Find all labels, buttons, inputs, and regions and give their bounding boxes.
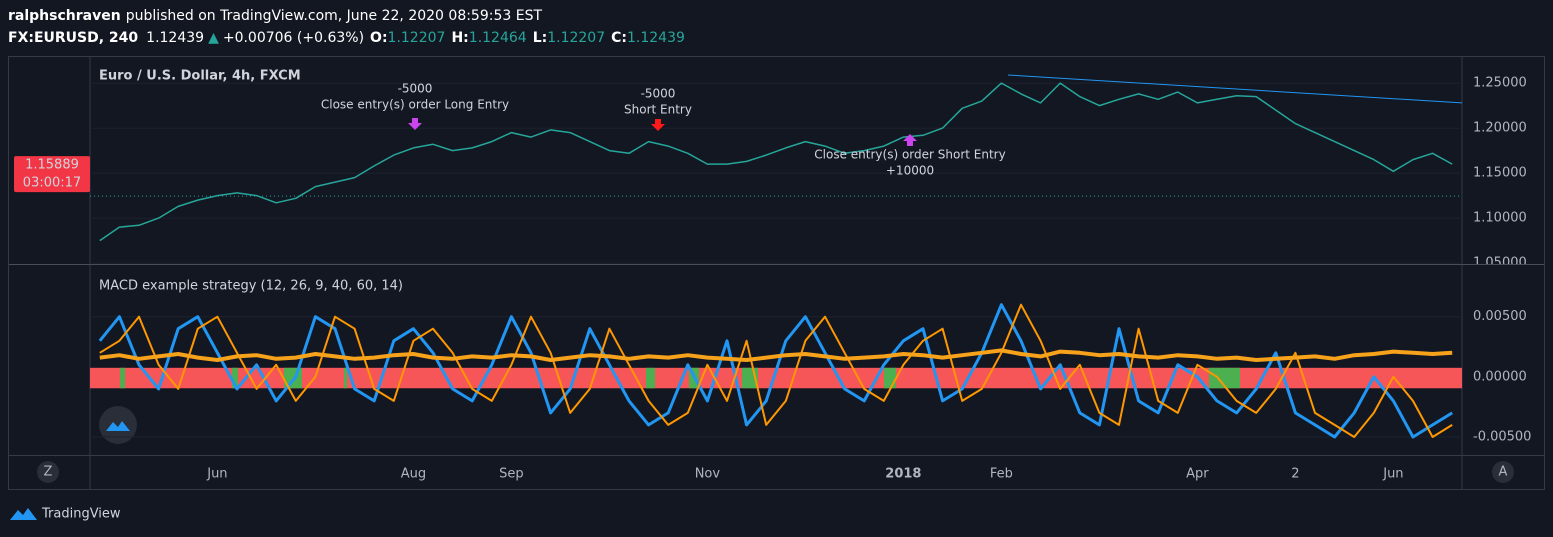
button-label[interactable]: Z [44,465,53,480]
last: 1.12439 [146,30,204,46]
countdown: 03:00:17 [23,176,81,191]
y-tick-label: 1.25000 [1473,76,1527,91]
y-tick-label: 1.15000 [1473,166,1527,181]
low: 1.12207 [547,30,605,46]
pane-title: MACD example strategy (12, 26, 9, 40, 60… [99,279,403,294]
x-tick-label: Aug [401,467,426,482]
button[interactable] [1492,461,1514,483]
change: +0.00706 (+0.63%) [223,30,364,46]
x-tick-label: Feb [990,467,1013,482]
x-tick-label: Nov [695,467,721,482]
annotation-arrow [651,119,665,131]
footer-logo [10,508,37,520]
series-line [99,82,1453,242]
logo-badge[interactable] [99,406,137,444]
pane-title: Euro / U.S. Dollar, 4h, FXCM [99,69,301,84]
chart-frame [8,56,1545,490]
annotation-arrow [903,134,917,146]
user: ralphschraven [8,8,121,24]
y-tick-label: 0.00500 [1473,309,1527,324]
y-tick-label: 1.05000 [1473,256,1527,271]
up-arrow: ▲ [208,30,219,46]
strategy-band [90,367,1462,389]
price-label-box [14,156,90,193]
o-label: O: [370,30,388,46]
series-line [98,303,1453,439]
price-label: 1.15889 [25,158,79,173]
close: 1.12439 [627,30,685,46]
annotation-text: -5000 [641,87,676,101]
annotation-arrow [408,118,422,130]
strategy-highlight [344,367,347,389]
c-label: C: [611,30,627,46]
y-tick-label: -0.00500 [1473,429,1531,444]
series-line [99,348,1453,362]
y-tick-label: 1.20000 [1473,121,1527,136]
published: published on TradingView.com, June 22, 2… [126,8,543,24]
annotation-text: Short Entry [624,103,692,117]
button-label[interactable]: A [1499,465,1508,480]
x-tick-label: 2 [1291,467,1299,482]
annotation-text: Close entry(s) order Long Entry [321,98,509,112]
axis-clip: 1.05000 1.10000 1.15000 1.20000 1.25000 [1473,76,1527,271]
button[interactable] [37,461,59,483]
series-line [99,303,1453,438]
open: 1.12207 [388,30,446,46]
x-tick-label: Sep [499,467,524,482]
header-line-1: ralphschraven published on TradingView.co… [8,8,542,24]
pane [90,74,1462,264]
footer-brand: TradingView [41,507,121,522]
x-tick-label: Jun [1382,467,1403,482]
annotation-text: Close entry(s) order Short Entry [814,148,1005,162]
strategy-highlight [646,367,655,389]
header-line-2: FX:EURUSD, 240 1.12439 ▲ +0.00706 (+0.63%) O… [8,30,685,46]
l-label: L: [533,30,548,46]
x-tick-label: 2018 [885,467,921,482]
strategy-highlight [232,367,238,389]
y-tick-label: 0.00000 [1473,369,1527,384]
symbol: FX:EURUSD, 240 [8,30,138,46]
h-label: H: [451,30,468,46]
y-tick-label: 1.10000 [1473,211,1527,226]
strategy-highlight [120,367,125,389]
annotation-text: -5000 [398,82,433,96]
x-tick-label: Jun [206,467,227,482]
strategy-highlight [1209,367,1240,389]
pane [90,303,1462,439]
strategy-highlight [884,367,896,389]
logo-icon [106,421,130,431]
annotation-text: +10000 [886,164,934,178]
x-tick-label: Apr [1186,467,1209,482]
high: 1.12464 [469,30,527,46]
trendline [1007,74,1462,104]
